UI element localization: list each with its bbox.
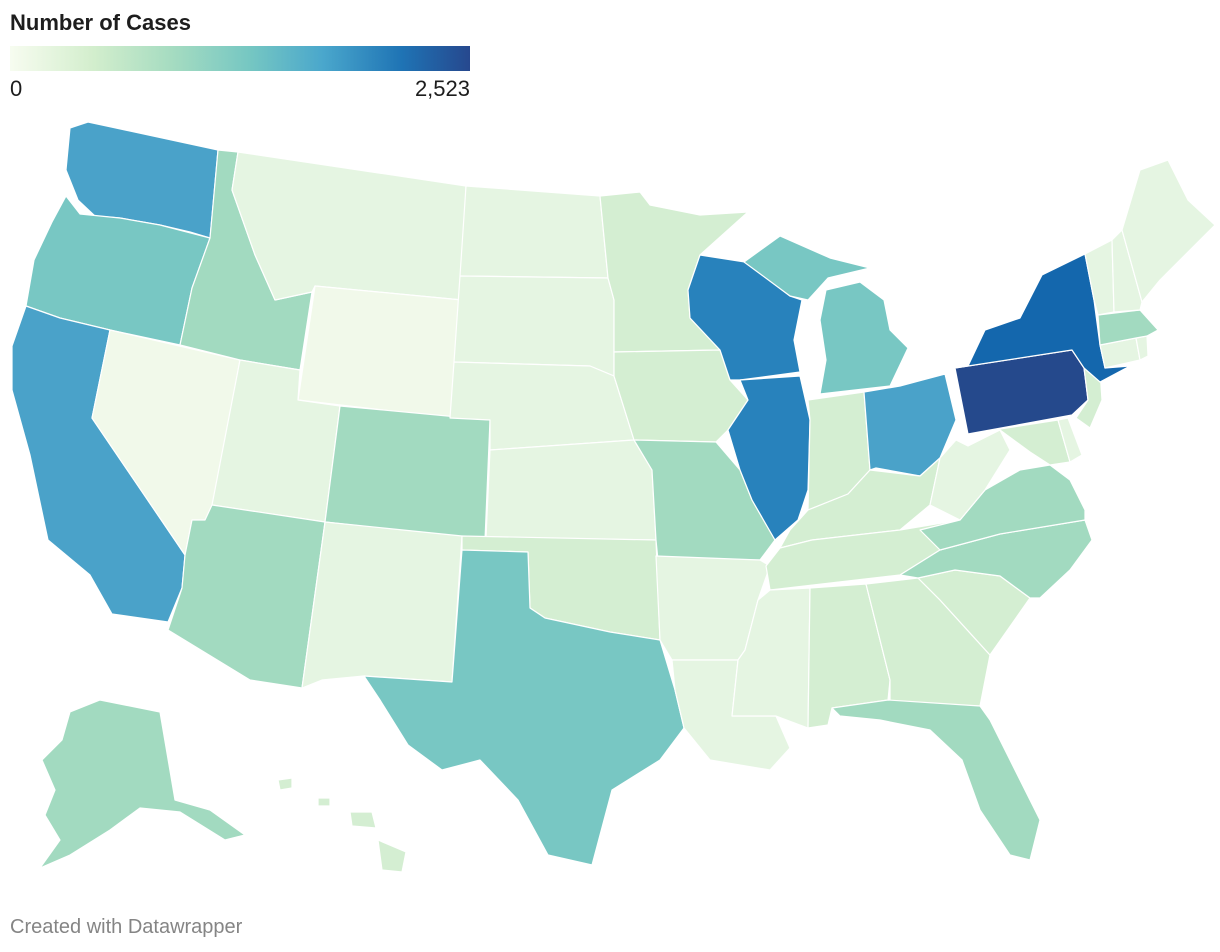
legend-min-label: 0 bbox=[10, 76, 23, 101]
state-wy[interactable] bbox=[297, 285, 463, 419]
state-nm[interactable] bbox=[301, 521, 463, 689]
state-mi[interactable] bbox=[743, 235, 909, 395]
state-de[interactable] bbox=[1057, 417, 1083, 463]
state-fl[interactable] bbox=[831, 699, 1041, 861]
state-co[interactable] bbox=[324, 405, 491, 541]
state-mt[interactable] bbox=[231, 151, 467, 301]
legend-title: Number of Cases bbox=[10, 10, 191, 35]
legend-max-label: 2,523 bbox=[414, 76, 470, 101]
state-ak[interactable] bbox=[39, 699, 246, 869]
state-az[interactable] bbox=[167, 504, 326, 689]
state-tx[interactable] bbox=[363, 549, 685, 866]
state-ks[interactable] bbox=[485, 439, 657, 541]
credit-text: Created with Datawrapper bbox=[10, 916, 243, 938]
state-hi[interactable] bbox=[277, 777, 407, 873]
state-il[interactable] bbox=[727, 375, 811, 541]
legend-color-ramp bbox=[10, 46, 470, 71]
state-ma[interactable] bbox=[1097, 309, 1159, 346]
state-sd[interactable] bbox=[453, 275, 615, 377]
state-vt[interactable] bbox=[1084, 239, 1115, 316]
state-me[interactable] bbox=[1121, 159, 1216, 303]
state-nd[interactable] bbox=[459, 185, 609, 279]
state-nh[interactable] bbox=[1111, 229, 1143, 313]
